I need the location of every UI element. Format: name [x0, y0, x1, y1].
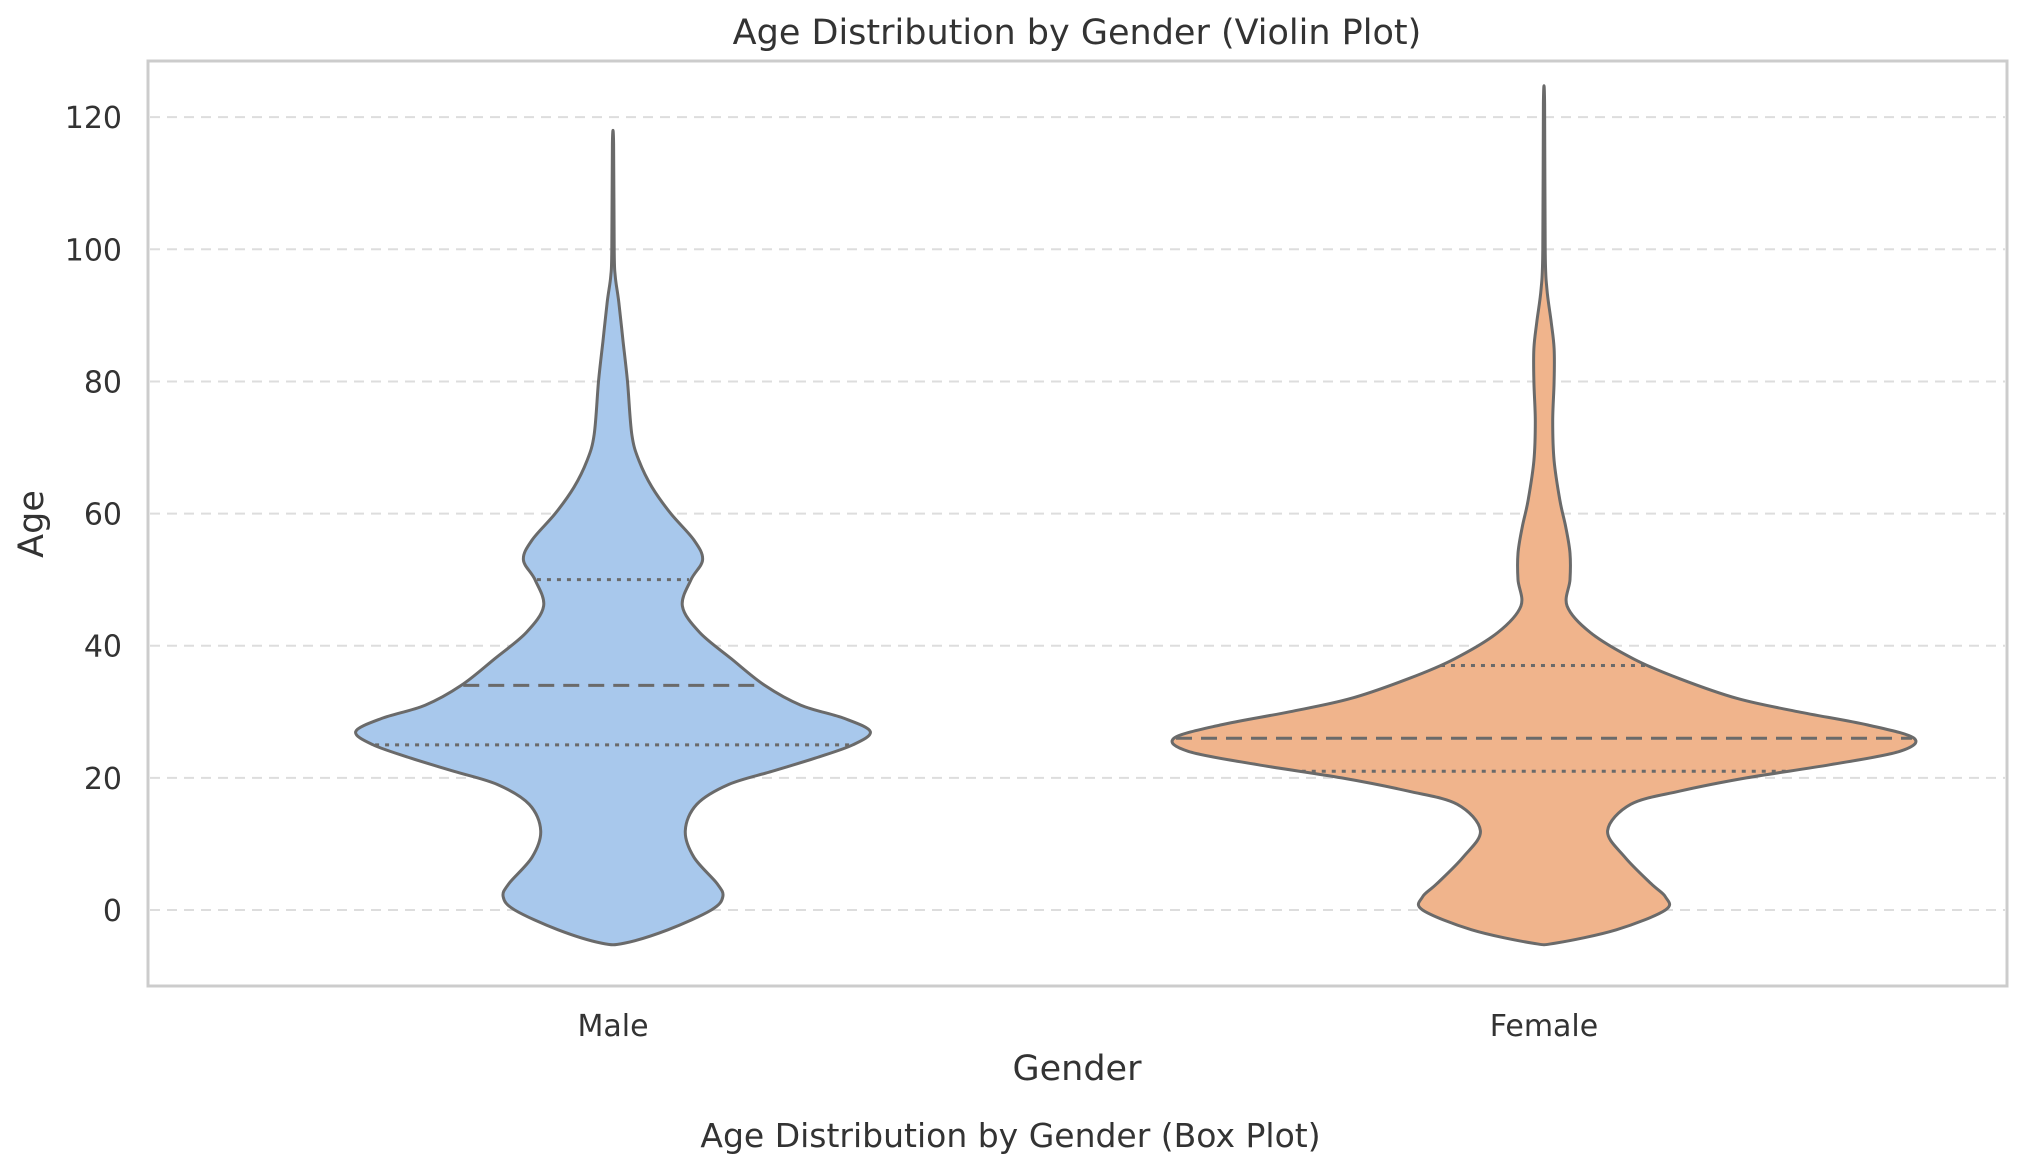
x-axis-label: Gender — [1013, 1049, 1143, 1089]
y-tick-label: 120 — [65, 101, 122, 136]
y-tick-label: 0 — [103, 894, 122, 929]
violin-male — [354, 128, 872, 947]
y-tick-label: 80 — [84, 365, 122, 400]
second-chart-title: Age Distribution by Gender (Box Plot) — [700, 1116, 1321, 1155]
y-axis-label: Age — [12, 490, 52, 558]
y-tick-label: 40 — [84, 630, 122, 665]
y-tick-label: 60 — [84, 498, 122, 533]
grid-lines — [150, 116, 2005, 912]
y-tick-label: 100 — [65, 233, 122, 268]
x-tick-label-male: Male — [577, 1009, 648, 1044]
y-tick-label: 20 — [84, 762, 122, 797]
y-tick-labels: 0 20 40 60 80 100 120 — [65, 101, 122, 929]
violins — [354, 84, 1918, 947]
x-tick-label-female: Female — [1490, 1009, 1598, 1044]
plot-frame — [146, 59, 2009, 988]
violin-female — [1170, 84, 1918, 947]
violin-chart: 0 20 40 60 80 100 120 Male Female Age Distribut… — [12, 13, 2009, 1089]
chart-title: Age Distribution by Gender (Violin Plot) — [733, 13, 1422, 53]
x-tick-labels: Male Female — [577, 1009, 1598, 1044]
